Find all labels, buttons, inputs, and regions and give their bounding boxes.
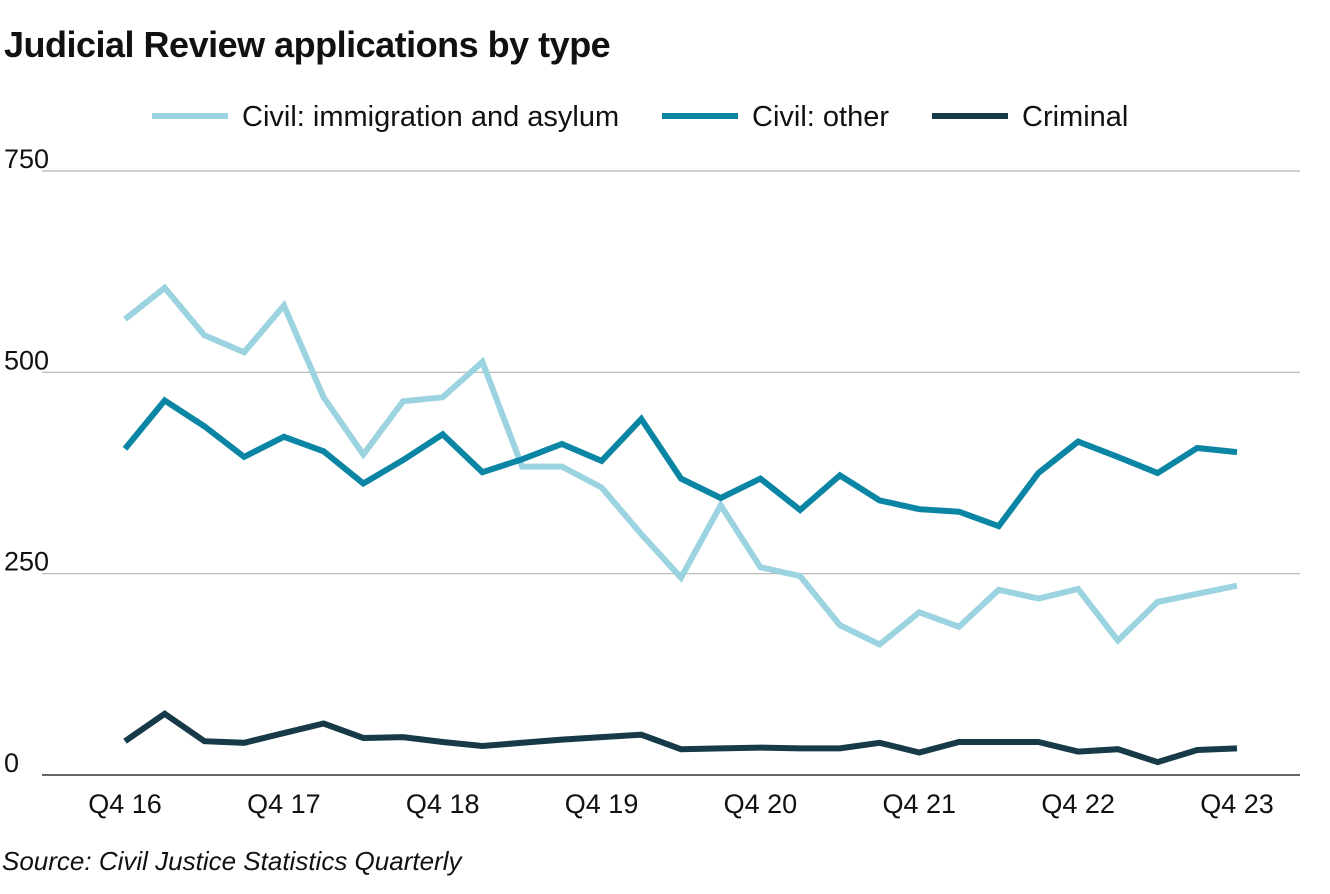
series-line-civil-immigration-and-asylum [123,283,1238,649]
legend-label-criminal: Criminal [1022,101,1128,133]
x-axis-tick-labels: Q4 16 Q4 17 Q4 18 Q4 19 Q4 20 Q4 21 Q4 22 Q4 23 [88,789,1274,819]
source-note: Source: Civil Justice Statistics Quarter… [2,846,462,876]
legend-label-civil-immigration-and-asylum: Civil: immigration and asylum [242,101,619,133]
y-tick-label: 750 [4,144,49,174]
y-tick-label: 0 [4,748,19,778]
gridlines [42,170,1300,776]
x-tick-label: Q4 22 [1041,789,1115,819]
series-line-civil-other [122,396,1238,530]
y-axis-tick-labels: 0 250 500 750 [4,144,49,778]
x-tick-label: Q4 20 [724,789,798,819]
y-tick-label: 500 [4,345,49,375]
x-tick-label: Q4 17 [247,789,321,819]
legend-label-civil-other: Civil: other [752,101,889,133]
chart-title: Judicial Review applications by type [4,24,611,65]
x-tick-label: Q4 19 [565,789,639,819]
series-lines [122,283,1238,766]
x-tick-label: Q4 16 [88,789,162,819]
legend: Civil: immigration and asylum Civil: othe… [152,101,1128,133]
x-tick-label: Q4 21 [883,789,957,819]
y-tick-label: 250 [4,547,49,577]
series-line-criminal [123,710,1238,766]
x-tick-label: Q4 18 [406,789,480,819]
x-tick-label: Q4 23 [1200,789,1274,819]
